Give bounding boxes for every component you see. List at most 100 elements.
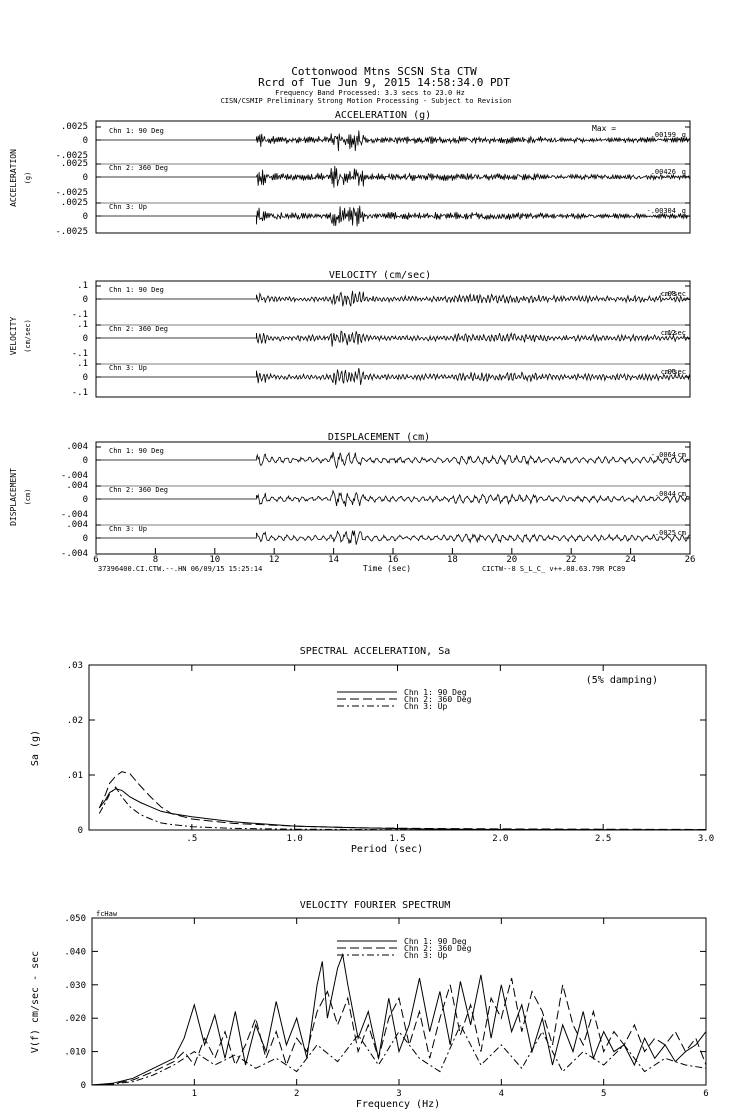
trace-channel-label: Chn 3: Up — [109, 525, 147, 533]
header-disclaimer: CISN/CSMIP Preliminary Strong Motion Pro… — [221, 97, 512, 105]
time-tick-label: 8 — [153, 555, 158, 565]
trace-ytick-bottom: -.0025 — [55, 227, 88, 237]
sa-xlabel: Period (sec) — [351, 844, 423, 855]
trace-ytick-zero: 0 — [83, 456, 88, 466]
seismogram-traces: .0025 0 -.0025 Chn 1: 90 Deg .00199 g .0025 0 -.… — [55, 122, 690, 559]
spectrum-ytick-label: .040 — [64, 947, 86, 957]
spectrum-xtick-label: 1.0 — [287, 834, 303, 844]
trace-channel-label: Chn 2: 360 Deg — [109, 164, 168, 172]
legend-entry: Chn 3: Up — [404, 951, 448, 960]
time-tick-label: 26 — [685, 555, 696, 565]
displacement-panel: DISPLACEMENT (cm) DISPLACEMENT (cm) 6 8 10… — [9, 432, 695, 573]
spectrum-xtick-label: 3.0 — [698, 834, 714, 844]
trace-ytick-top: .0025 — [61, 122, 88, 132]
trace-ytick-bottom: -.1 — [72, 310, 88, 320]
trace-max-unit: g — [682, 207, 686, 215]
spectrum-series-line — [98, 788, 707, 831]
fs-series — [91, 952, 707, 1086]
spectrum-xtick-label: 2.0 — [492, 834, 508, 844]
trace-max-value: .00426 — [651, 168, 676, 176]
spectrum-xtick-label: 1.5 — [389, 834, 405, 844]
trace-ytick-zero: 0 — [83, 136, 88, 146]
fs-axes: 1 2 3 4 5 6 0 .010 .020 .030 .040 .050 — [64, 914, 708, 1099]
trace-ytick-top: .0025 — [61, 198, 88, 208]
legend-entry: Chn 1: 90 Deg — [404, 688, 467, 697]
trace-ytick-zero: 0 — [83, 334, 88, 344]
spectrum-ytick-label: .01 — [67, 771, 83, 781]
trace-ytick-top: .004 — [66, 442, 88, 452]
velocity-ylabel: VELOCITY — [9, 317, 18, 356]
trace-max-value: .0044 — [655, 490, 676, 498]
trace-ytick-top: .004 — [66, 481, 88, 491]
sa-frame — [88, 664, 707, 831]
footer-processing-tag: CICTW--8 S_L_C_ v++.08.63.79R PC89 — [482, 565, 625, 573]
trace-max-unit: cm — [678, 529, 686, 537]
seismogram-trace — [96, 451, 690, 470]
seismogram-trace — [96, 130, 690, 152]
time-tick-label: 16 — [388, 555, 399, 565]
acceleration-ylabel: ACCELERATION — [9, 149, 18, 207]
trace-ytick-top: .1 — [77, 359, 88, 369]
acceleration-title: ACCELERATION (g) — [335, 110, 431, 121]
spectrum-ytick-label: 0 — [78, 826, 83, 836]
trace-max-value: .00199 — [651, 131, 676, 139]
velocity-panel: VELOCITY (cm/sec) VELOCITY (cm/sec) — [9, 270, 691, 398]
seismogram-trace — [96, 489, 690, 507]
time-tick-label: 24 — [625, 555, 636, 565]
time-axis-ticks: 6 8 10 12 14 16 18 20 22 24 26 — [93, 548, 695, 565]
trace-ytick-top: .004 — [66, 520, 88, 530]
spectral-acceleration-panel: SPECTRAL ACCELERATION, Sa Sa (g) Period … — [30, 646, 714, 855]
trace-channel-label: Chn 1: 90 Deg — [109, 127, 164, 135]
spectrum-xtick-label: .5 — [186, 834, 197, 844]
time-tick-label: 22 — [566, 555, 577, 565]
velocity-frame — [95, 280, 691, 398]
header-record: Rcrd of Tue Jun 9, 2015 14:58:34.0 PDT — [258, 76, 510, 89]
legend-entry: Chn 2: 360 Deg — [404, 695, 472, 704]
legend-entry: Chn 3: Up — [404, 702, 448, 711]
trace-channel-label: Chn 3: Up — [109, 364, 147, 372]
trace-ytick-bottom: -.0025 — [55, 188, 88, 198]
time-tick-label: 12 — [269, 555, 280, 565]
trace-max-value: .12 — [663, 329, 676, 337]
spectrum-xtick-label: 3 — [396, 1089, 401, 1099]
trace-ytick-zero: 0 — [83, 495, 88, 505]
acceleration-max-label: Max = — [592, 124, 616, 133]
seismogram-trace — [96, 330, 690, 347]
header-band: Frequency Band Processed: 3.3 secs to 23… — [275, 89, 465, 97]
seismogram-trace — [96, 367, 690, 385]
trace-channel-label: Chn 1: 90 Deg — [109, 447, 164, 455]
report-header: Cottonwood Mtns SCSN Sta CTW Rcrd of Tue… — [221, 65, 512, 105]
spectrum-xtick-label: 1 — [192, 1089, 197, 1099]
trace-max-value: -.08 — [659, 290, 676, 298]
displacement-yunit: (cm) — [24, 489, 32, 506]
fs-ylabel: V(f) cm/sec - sec — [30, 951, 41, 1053]
trace-ytick-zero: 0 — [83, 173, 88, 183]
time-tick-label: 10 — [209, 555, 220, 565]
seismogram-trace — [96, 290, 690, 307]
spectrum-ytick-label: .020 — [64, 1014, 86, 1024]
time-tick-label: 20 — [506, 555, 517, 565]
legend-entry: Chn 1: 90 Deg — [404, 937, 467, 946]
spectrum-series-line — [98, 771, 707, 830]
footer-record-id: 37396400.CI.CTW.--.HN 06/09/15 15:25:14 — [98, 565, 262, 573]
trace-channel-label: Chn 2: 360 Deg — [109, 486, 168, 494]
trace-max-unit: cm/sec — [661, 368, 686, 376]
spectrum-xtick-label: 4 — [499, 1089, 504, 1099]
legend-entry: Chn 2: 360 Deg — [404, 944, 472, 953]
spectrum-xtick-label: 6 — [703, 1089, 708, 1099]
trace-max-unit: cm/sec — [661, 329, 686, 337]
trace-max-value: -.00304 — [646, 207, 676, 215]
fs-frame — [91, 917, 707, 1086]
header-station: Cottonwood Mtns SCSN Sta CTW — [291, 65, 477, 78]
trace-ytick-bottom: -.1 — [72, 388, 88, 398]
trace-max-unit: cm — [678, 490, 686, 498]
time-tick-label: 6 — [93, 555, 98, 565]
fs-xlabel: Frequency (Hz) — [356, 1099, 440, 1110]
velocity-yunit: (cm/sec) — [24, 319, 32, 353]
seismogram-trace — [96, 165, 690, 188]
trace-ytick-top: .1 — [77, 320, 88, 330]
time-tick-label: 18 — [447, 555, 458, 565]
